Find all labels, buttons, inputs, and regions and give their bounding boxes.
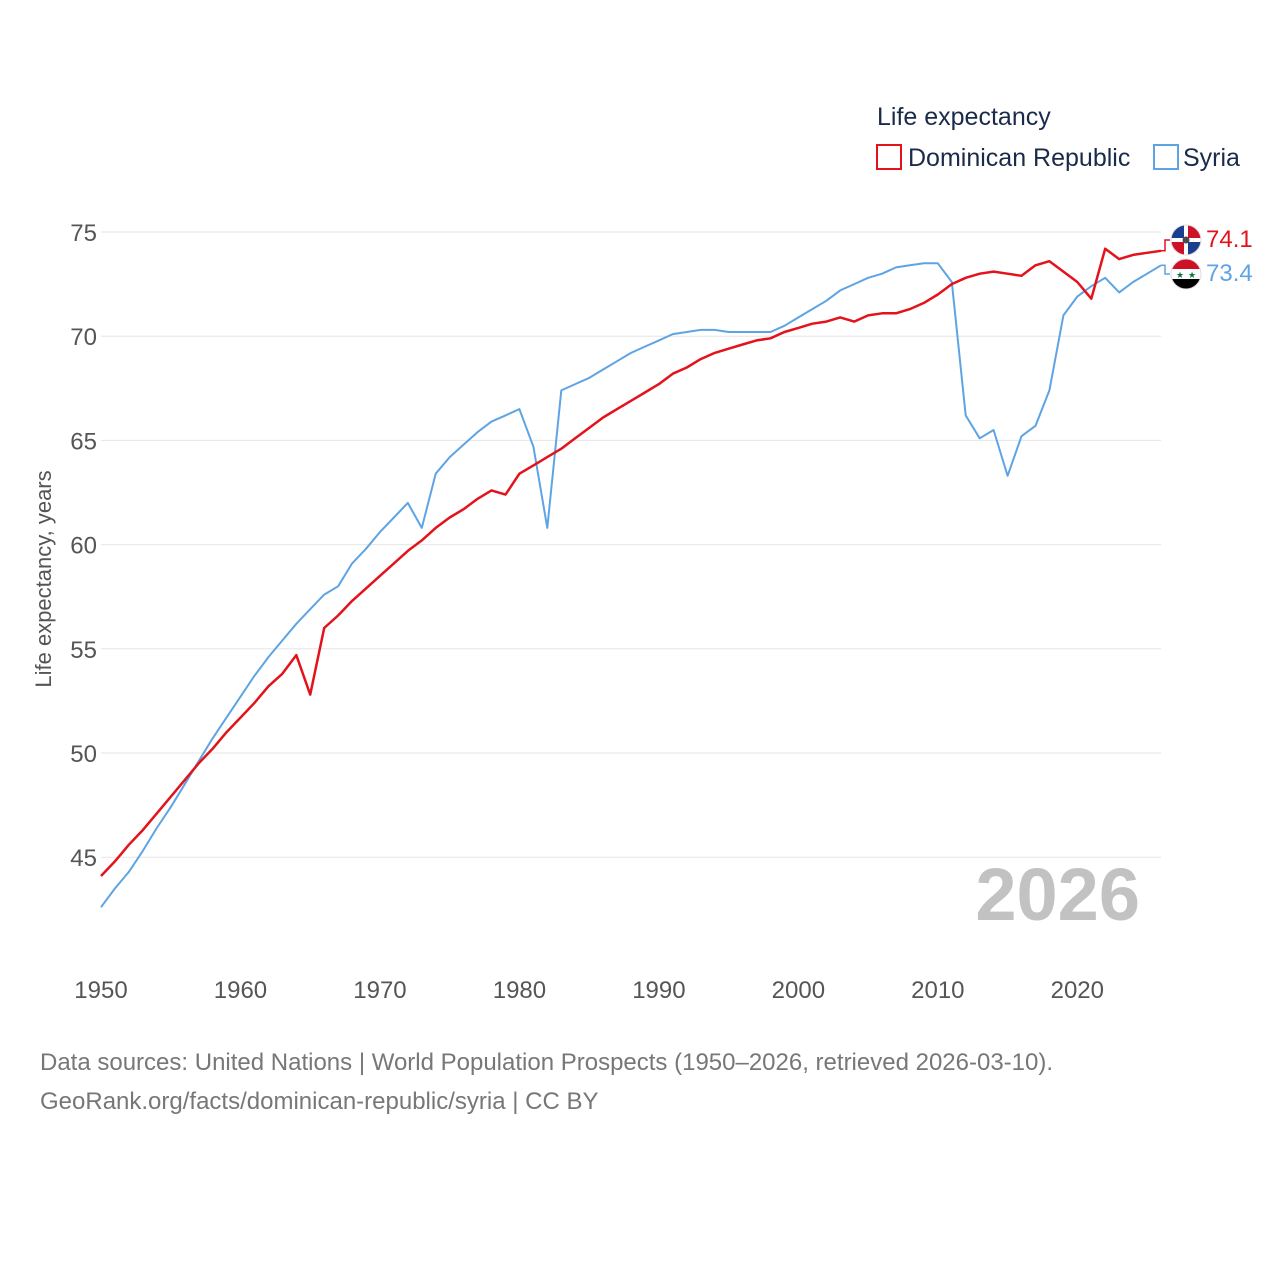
year-watermark: 2026 (975, 853, 1140, 936)
y-tick-label: 60 (70, 533, 97, 560)
x-tick-label: 1960 (214, 977, 267, 1004)
life-expectancy-chart: Life expectancy Dominican Republic Syria… (31, 103, 1253, 1004)
x-tick-label: 1970 (353, 977, 406, 1004)
end-markers: ★ ★ 74.1 73.4 (1161, 224, 1253, 290)
footer: Data sources: United Nations | World Pop… (40, 1043, 1053, 1121)
x-tick-label: 2000 (772, 977, 825, 1004)
series-lines (100, 247, 1162, 908)
legend-swatch-syria (1153, 144, 1179, 170)
svg-text:★: ★ (1188, 271, 1196, 281)
series-line-syria (100, 262, 1162, 908)
x-tick-label: 1980 (493, 977, 546, 1004)
end-label-dominican-republic: 74.1 (1206, 226, 1253, 253)
end-connector-syria (1161, 264, 1170, 275)
data-source-note: Data sources: United Nations | World Pop… (40, 1049, 1054, 1076)
dominican-republic-flag-icon (1170, 224, 1202, 256)
series-line-dominican-republic (100, 247, 1162, 877)
y-tick-label: 65 (70, 428, 97, 455)
end-label-syria: 73.4 (1206, 260, 1253, 287)
legend-label-dominican-republic: Dominican Republic (908, 144, 1130, 172)
x-tick-label: 2020 (1051, 977, 1104, 1004)
y-axis-ticks: 45 50 55 60 65 70 75 (70, 220, 97, 872)
x-tick-label: 2010 (911, 977, 964, 1004)
legend-label-syria: Syria (1183, 144, 1240, 172)
end-connector-dominican-republic (1161, 239, 1170, 252)
gridlines (101, 231, 1161, 858)
x-axis-ticks: 1950 1960 1970 1980 1990 2000 2010 2020 (74, 977, 1104, 1004)
y-tick-label: 50 (70, 741, 97, 768)
y-tick-label: 70 (70, 324, 97, 351)
syria-flag-icon: ★ ★ (1170, 258, 1202, 290)
x-tick-label: 1950 (74, 977, 127, 1004)
x-tick-label: 1990 (632, 977, 685, 1004)
legend-item-syria[interactable]: Syria (1153, 144, 1240, 172)
y-tick-label: 55 (70, 637, 97, 664)
source-link[interactable]: GeoRank.org/facts/dominican-republic/syr… (40, 1088, 599, 1115)
legend-title: Life expectancy (877, 103, 1051, 131)
y-tick-label: 45 (70, 845, 97, 872)
svg-text:★: ★ (1176, 271, 1184, 281)
legend-item-dominican-republic[interactable]: Dominican Republic (876, 144, 1130, 172)
legend-swatch-dominican-republic (876, 144, 902, 170)
y-axis-label: Life expectancy, years (31, 470, 56, 687)
y-tick-label: 75 (70, 220, 97, 247)
